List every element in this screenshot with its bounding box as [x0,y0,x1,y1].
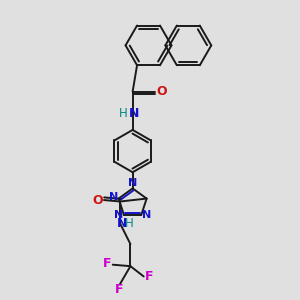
Text: H: H [125,217,134,230]
Text: N: N [142,210,151,220]
Text: O: O [156,85,166,98]
Text: F: F [114,283,123,296]
Text: N: N [128,178,137,188]
Text: N: N [109,192,118,202]
Text: N: N [116,217,127,230]
Text: O: O [92,194,103,206]
Text: F: F [145,270,153,283]
Text: N: N [114,210,123,220]
Text: F: F [103,257,112,270]
Text: N: N [129,107,139,120]
Text: H: H [119,107,128,120]
